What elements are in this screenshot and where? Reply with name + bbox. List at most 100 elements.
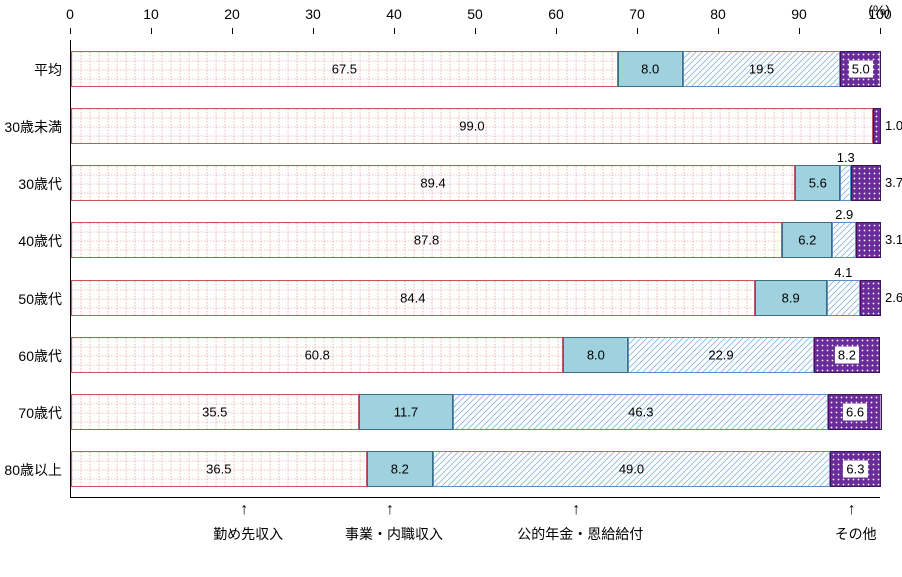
category-label: 40歳代 bbox=[0, 231, 62, 251]
tick bbox=[313, 28, 314, 34]
value-label: 87.8 bbox=[414, 233, 439, 248]
value-label: 35.5 bbox=[202, 405, 227, 420]
tick bbox=[799, 28, 800, 34]
bar-segment bbox=[840, 165, 851, 201]
category-label: 30歳代 bbox=[0, 174, 62, 194]
value-label: 4.1 bbox=[834, 265, 852, 280]
value-label: 3.7 bbox=[885, 175, 902, 190]
tick-label: 30 bbox=[305, 6, 321, 22]
value-label: 49.0 bbox=[619, 462, 644, 477]
bar-segment: 49.0 bbox=[433, 451, 830, 487]
bar-row: 67.5 8.0 19.5 5.0 bbox=[71, 51, 880, 87]
bar-segment bbox=[851, 165, 881, 201]
value-label: 11.7 bbox=[394, 405, 418, 420]
bar-segment: 8.2 bbox=[814, 337, 880, 373]
value-label: 89.4 bbox=[420, 176, 445, 191]
tick-label: 60 bbox=[548, 6, 564, 22]
tick-label: 80 bbox=[710, 6, 726, 22]
value-label: 1.0 bbox=[885, 118, 902, 133]
value-label: 8.2 bbox=[835, 346, 859, 363]
tick-label: 100 bbox=[868, 6, 891, 22]
tick-label: 20 bbox=[224, 6, 240, 22]
category-label: 平均 bbox=[0, 60, 62, 80]
bar-row: 89.45.6 bbox=[71, 165, 880, 201]
value-label: 36.5 bbox=[206, 462, 231, 477]
bar-segment bbox=[832, 222, 855, 258]
bar-segment bbox=[860, 280, 881, 316]
legend-arrow-icon: ↑ bbox=[240, 502, 248, 518]
category-label: 80歳以上 bbox=[0, 460, 62, 480]
bar-segment bbox=[873, 108, 881, 144]
bar-segment bbox=[827, 280, 860, 316]
value-label: 6.3 bbox=[843, 461, 867, 478]
legend-arrow-icon: ↑ bbox=[848, 502, 856, 518]
bar-segment: 6.3 bbox=[830, 451, 881, 487]
bar-segment: 8.2 bbox=[367, 451, 433, 487]
bar-row: 87.8 6.2 bbox=[71, 222, 880, 258]
bar-row: 35.5 11.7 46.3 6.6 bbox=[71, 394, 880, 430]
value-label: 19.5 bbox=[749, 61, 774, 76]
bar-row: 36.5 8.2 49.0 6.3 bbox=[71, 451, 880, 487]
value-label: 6.6 bbox=[843, 404, 867, 421]
tick-label: 90 bbox=[791, 6, 807, 22]
bar-segment: 89.4 bbox=[71, 165, 795, 201]
value-label: 5.0 bbox=[849, 60, 873, 77]
bar-segment: 67.5 bbox=[71, 51, 618, 87]
bar-row: 84.4 8.9 bbox=[71, 280, 880, 316]
tick bbox=[70, 28, 71, 34]
bar-segment: 60.8 bbox=[71, 337, 563, 373]
tick bbox=[151, 28, 152, 34]
bar-segment: 46.3 bbox=[453, 394, 828, 430]
bar-segment: 87.8 bbox=[71, 222, 782, 258]
tick bbox=[718, 28, 719, 34]
bar-segment: 8.0 bbox=[618, 51, 683, 87]
value-label: 1.3 bbox=[837, 150, 855, 165]
bar-segment bbox=[856, 222, 881, 258]
value-label: 3.1 bbox=[885, 232, 902, 247]
bar-segment: 11.7 bbox=[359, 394, 454, 430]
tick bbox=[880, 28, 881, 34]
value-label: 99.0 bbox=[459, 118, 484, 133]
legend-label: 公的年金・恩給給付 bbox=[517, 524, 643, 544]
value-label: 8.2 bbox=[391, 462, 409, 477]
bar-segment: 5.0 bbox=[840, 51, 881, 87]
bar-segment: 35.5 bbox=[71, 394, 359, 430]
tick-label: 10 bbox=[143, 6, 159, 22]
bar-segment: 6.2 bbox=[782, 222, 832, 258]
bar-segment: 84.4 bbox=[71, 280, 755, 316]
value-label: 22.9 bbox=[708, 347, 733, 362]
bar-segment: 99.0 bbox=[71, 108, 873, 144]
bar-row: 99.0 bbox=[71, 108, 880, 144]
bar-segment: 6.6 bbox=[828, 394, 881, 430]
value-label: 8.9 bbox=[782, 290, 800, 305]
stacked-bar-chart: (%) 0102030405060708090100 平均67.58.019.5… bbox=[0, 0, 902, 577]
tick-label: 0 bbox=[66, 6, 74, 22]
legend-label: 事業・内職収入 bbox=[345, 524, 443, 544]
bar-segment: 19.5 bbox=[683, 51, 841, 87]
value-label: 46.3 bbox=[628, 405, 653, 420]
legend: ↑ 勤め先収入 ↑ 事業・内職収入 ↑ 公的年金・恩給給付 ↑ その他 bbox=[70, 502, 880, 572]
legend-label: 勤め先収入 bbox=[213, 524, 283, 544]
bar-row: 60.8 8.0 22.9 8.2 bbox=[71, 337, 880, 373]
value-label: 2.6 bbox=[885, 290, 902, 305]
legend-arrow-icon: ↑ bbox=[572, 502, 580, 518]
value-label: 67.5 bbox=[332, 61, 357, 76]
tick bbox=[556, 28, 557, 34]
value-label: 2.9 bbox=[835, 207, 853, 222]
tick-label: 40 bbox=[386, 6, 402, 22]
value-label: 8.0 bbox=[587, 347, 605, 362]
bar-segment: 8.0 bbox=[563, 337, 628, 373]
tick bbox=[637, 28, 638, 34]
bar-segment: 8.9 bbox=[755, 280, 827, 316]
tick bbox=[394, 28, 395, 34]
tick bbox=[232, 28, 233, 34]
tick-label: 70 bbox=[629, 6, 645, 22]
legend-arrow-icon: ↑ bbox=[386, 502, 394, 518]
bar-segment: 36.5 bbox=[71, 451, 367, 487]
value-label: 8.0 bbox=[641, 61, 659, 76]
category-label: 50歳代 bbox=[0, 289, 62, 309]
tick-label: 50 bbox=[467, 6, 483, 22]
value-label: 60.8 bbox=[305, 347, 330, 362]
legend-label: その他 bbox=[835, 524, 877, 544]
category-label: 60歳代 bbox=[0, 346, 62, 366]
